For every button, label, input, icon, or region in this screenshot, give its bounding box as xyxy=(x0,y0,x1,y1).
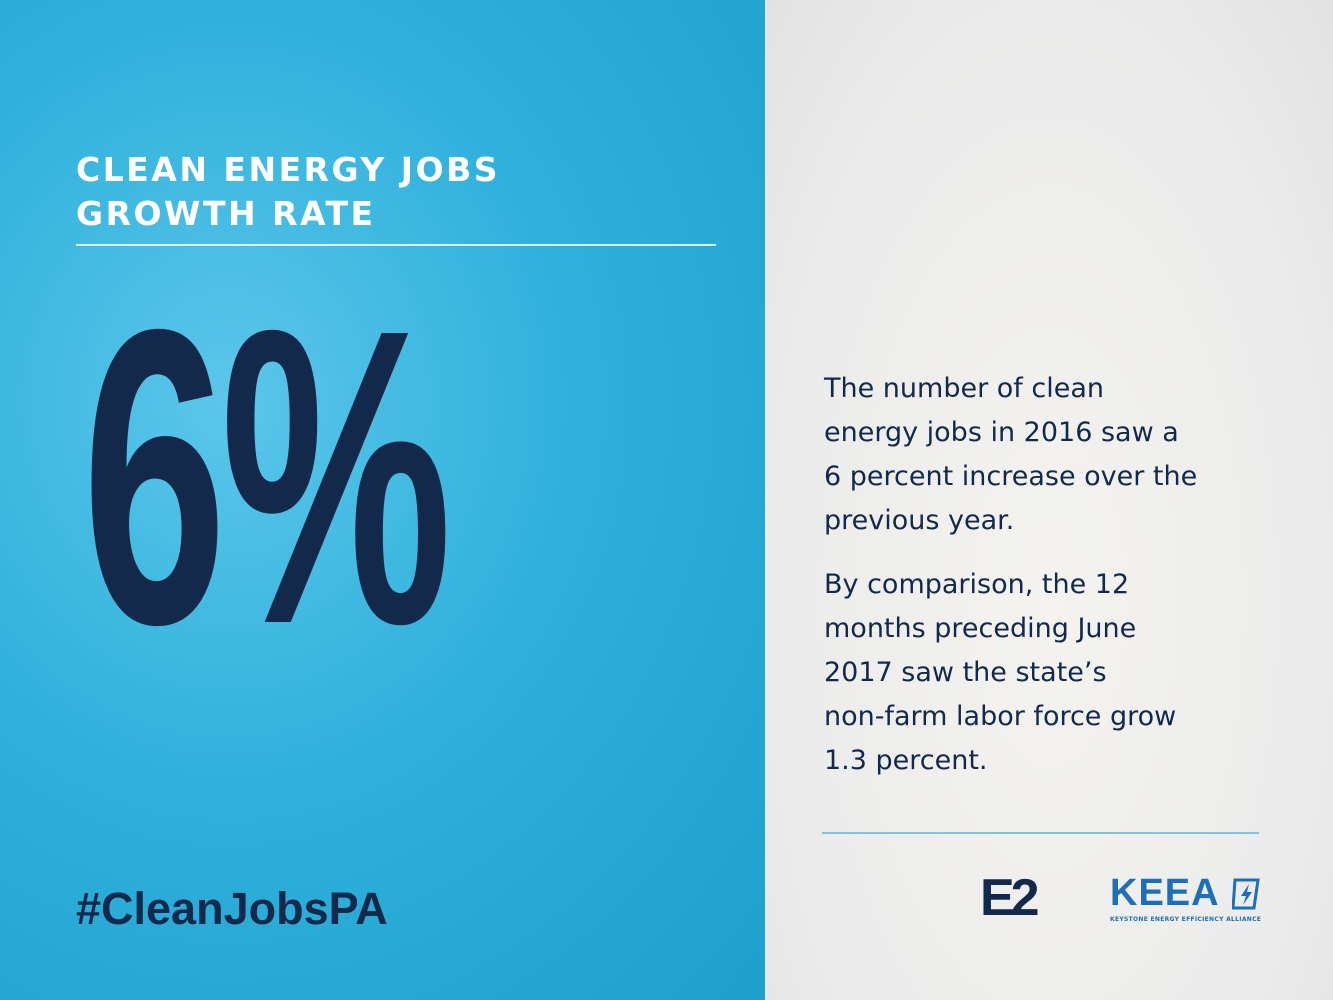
text-line: previous year. xyxy=(824,505,1015,536)
paragraph: The number of clean energy jobs in 2016 s… xyxy=(824,367,1197,543)
keea-subtitle: KEYSTONE ENERGY EFFICIENCY ALLIANCE xyxy=(1110,916,1262,923)
text-line: 2017 saw the state’s xyxy=(824,657,1107,688)
bolt-icon xyxy=(1232,878,1260,910)
keea-logo: KEEA xyxy=(1110,872,1220,914)
paragraph: By comparison, the 12 months preceding Ju… xyxy=(824,563,1176,783)
text-line: 6 percent increase over the xyxy=(824,461,1198,492)
text-line: energy jobs in 2016 saw a xyxy=(824,417,1179,448)
e2-logo: E2 xyxy=(980,869,1040,927)
divider xyxy=(822,832,1259,834)
text-line: non-farm labor force grow xyxy=(824,701,1177,732)
title-line: CLEAN ENERGY JOBS xyxy=(76,150,501,189)
title-line: GROWTH RATE xyxy=(76,194,376,233)
left-panel: CLEAN ENERGY JOBS GROWTH RATE 6% #CleanJ… xyxy=(0,0,765,1000)
bolt xyxy=(1241,884,1252,905)
text-line: By comparison, the 12 xyxy=(824,569,1130,600)
divider xyxy=(76,244,716,246)
hashtag: #CleanJobsPA xyxy=(76,883,388,934)
bolt-frame xyxy=(1232,878,1260,910)
text-line: months preceding June xyxy=(824,613,1137,644)
stat: 6% xyxy=(82,243,452,712)
text-line: 1.3 percent. xyxy=(824,745,988,776)
text-line: The number of clean xyxy=(824,373,1104,404)
